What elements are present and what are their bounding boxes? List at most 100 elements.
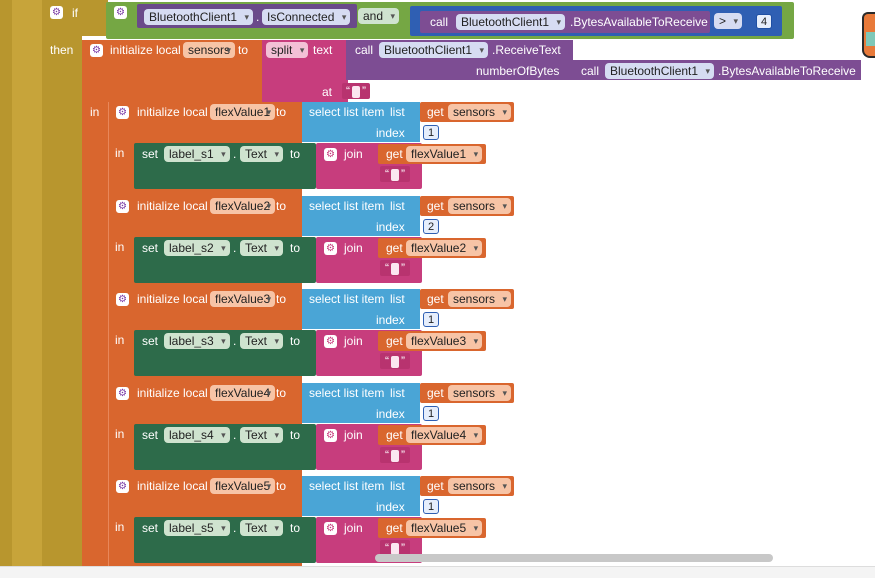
- index-number[interactable]: 1: [423, 125, 439, 140]
- join-gear-icon[interactable]: ⚙: [324, 335, 337, 348]
- join-gear-icon[interactable]: ⚙: [324, 429, 337, 442]
- helper-avatar-face: [866, 32, 875, 46]
- sensors-var-field[interactable]: sensors: [183, 42, 236, 58]
- text-property-dropdown[interactable]: Text: [240, 240, 284, 256]
- set-dot-separator: .: [233, 521, 237, 535]
- get-sensors-dropdown[interactable]: sensors: [448, 291, 512, 307]
- call-label: call: [430, 15, 449, 29]
- label-component-dropdown[interactable]: label_s4: [164, 427, 230, 443]
- get-flex-dropdown[interactable]: flexValue4: [406, 427, 483, 443]
- separator-string-block[interactable]: “”: [380, 353, 410, 369]
- select-index-label: index: [376, 313, 405, 327]
- at-string-block[interactable]: “”: [342, 83, 370, 99]
- set-label: set: [142, 428, 159, 442]
- flex-var-field[interactable]: flexValue4: [210, 385, 276, 401]
- get-sensors-dropdown[interactable]: sensors: [448, 104, 512, 120]
- init-flex-gear-icon[interactable]: ⚙: [116, 387, 129, 400]
- set-label: set: [142, 334, 159, 348]
- set-to-label: to: [290, 334, 301, 348]
- bytes-bt-dropdown[interactable]: BluetoothClient1: [605, 63, 715, 79]
- init-flex-gear-icon[interactable]: ⚙: [116, 293, 129, 306]
- receive-bt-dropdown[interactable]: BluetoothClient1: [379, 42, 489, 58]
- index-number[interactable]: 2: [423, 219, 439, 234]
- set-dot-separator: .: [233, 147, 237, 161]
- flex-var-field[interactable]: flexValue3: [210, 291, 276, 307]
- and-gear-icon[interactable]: ⚙: [114, 6, 127, 19]
- init-flex-to: to: [276, 199, 287, 213]
- text-property-dropdown[interactable]: Text: [240, 427, 284, 443]
- select-index-label: index: [376, 500, 405, 514]
- join-gear-icon[interactable]: ⚙: [324, 242, 337, 255]
- is-connected-dropdown[interactable]: IsConnected: [262, 9, 351, 25]
- separator-string-block[interactable]: “”: [380, 260, 410, 276]
- text-property-dropdown[interactable]: Text: [240, 333, 284, 349]
- index-number[interactable]: 1: [423, 406, 439, 421]
- get-flex-label: get: [386, 147, 403, 161]
- label-component-dropdown[interactable]: label_s1: [164, 146, 230, 162]
- index-number[interactable]: 1: [423, 499, 439, 514]
- separator-string-block[interactable]: “”: [380, 447, 410, 463]
- flex-var-field[interactable]: flexValue5: [210, 478, 276, 494]
- bt-component-dropdown[interactable]: BluetoothClient1: [144, 9, 254, 25]
- select-list-label: list: [390, 105, 405, 119]
- select-list-item-block[interactable]: [302, 289, 420, 329]
- init-flex-gear-icon[interactable]: ⚙: [116, 480, 129, 493]
- init-flex-gear-icon[interactable]: ⚙: [116, 106, 129, 119]
- flex-var-field[interactable]: flexValue1: [210, 104, 276, 120]
- select-list-item-block[interactable]: [302, 196, 420, 236]
- select-list-item-block[interactable]: [302, 102, 420, 142]
- split-dropdown[interactable]: split: [266, 42, 309, 58]
- init-flex-in: in: [115, 146, 125, 160]
- init-flex-gear-icon[interactable]: ⚙: [116, 200, 129, 213]
- join-gear-icon[interactable]: ⚙: [324, 148, 337, 161]
- workspace-bottom-edge: [0, 566, 875, 578]
- dot-separator: .: [256, 10, 260, 24]
- separator-string-block[interactable]: “”: [380, 166, 410, 182]
- threshold-number[interactable]: 4: [756, 14, 772, 29]
- get-sensors-label: get: [427, 479, 444, 493]
- join-gear-icon[interactable]: ⚙: [324, 522, 337, 535]
- join-label: join: [344, 334, 363, 348]
- init-flex-label: initialize local: [137, 105, 208, 119]
- text-property-dropdown[interactable]: Text: [240, 146, 284, 162]
- select-list-label: list: [390, 386, 405, 400]
- separator-string-block[interactable]: “”: [380, 540, 410, 556]
- get-sensors-dropdown[interactable]: sensors: [448, 385, 512, 401]
- if-gear-icon[interactable]: ⚙: [50, 6, 63, 19]
- select-list-item-block[interactable]: [302, 476, 420, 516]
- get-sensors-label: get: [427, 292, 444, 306]
- init-sensors-gear-icon[interactable]: ⚙: [90, 44, 103, 57]
- get-sensors-dropdown[interactable]: sensors: [448, 198, 512, 214]
- set-to-label: to: [290, 521, 301, 535]
- label-component-dropdown[interactable]: label_s3: [164, 333, 230, 349]
- set-to-label: to: [290, 147, 301, 161]
- get-flex-dropdown[interactable]: flexValue1: [406, 146, 483, 162]
- horizontal-scrollbar[interactable]: [375, 554, 773, 562]
- event-block-inner: [12, 0, 42, 566]
- get-flex-dropdown[interactable]: flexValue2: [406, 240, 483, 256]
- label-component-dropdown[interactable]: label_s5: [164, 520, 230, 536]
- set-label: set: [142, 521, 159, 535]
- init-flex-to: to: [276, 292, 287, 306]
- index-number[interactable]: 1: [423, 312, 439, 327]
- then-keyword: then: [50, 43, 74, 57]
- select-list-item-block[interactable]: [302, 383, 420, 423]
- set-dot-separator: .: [233, 334, 237, 348]
- select-list-item-label: select list item: [309, 292, 385, 306]
- receive-method-label: .ReceiveText: [492, 43, 561, 57]
- split-text-label: text: [313, 43, 333, 57]
- compare-operator-dropdown[interactable]: >: [714, 13, 743, 29]
- receive-call-label: call: [355, 43, 374, 57]
- get-flex-dropdown[interactable]: flexValue3: [406, 333, 483, 349]
- get-flex-dropdown[interactable]: flexValue5: [406, 520, 483, 536]
- at-label: at: [322, 85, 333, 99]
- if-block[interactable]: [42, 0, 82, 566]
- init-flex-in: in: [115, 240, 125, 254]
- label-component-dropdown[interactable]: label_s2: [164, 240, 230, 256]
- bt-component-dropdown-2[interactable]: BluetoothClient1: [456, 14, 566, 30]
- get-sensors-dropdown[interactable]: sensors: [448, 478, 512, 494]
- get-sensors-label: get: [427, 105, 444, 119]
- and-operator-dropdown[interactable]: and: [358, 8, 400, 24]
- text-property-dropdown[interactable]: Text: [240, 520, 284, 536]
- flex-var-field[interactable]: flexValue2: [210, 198, 276, 214]
